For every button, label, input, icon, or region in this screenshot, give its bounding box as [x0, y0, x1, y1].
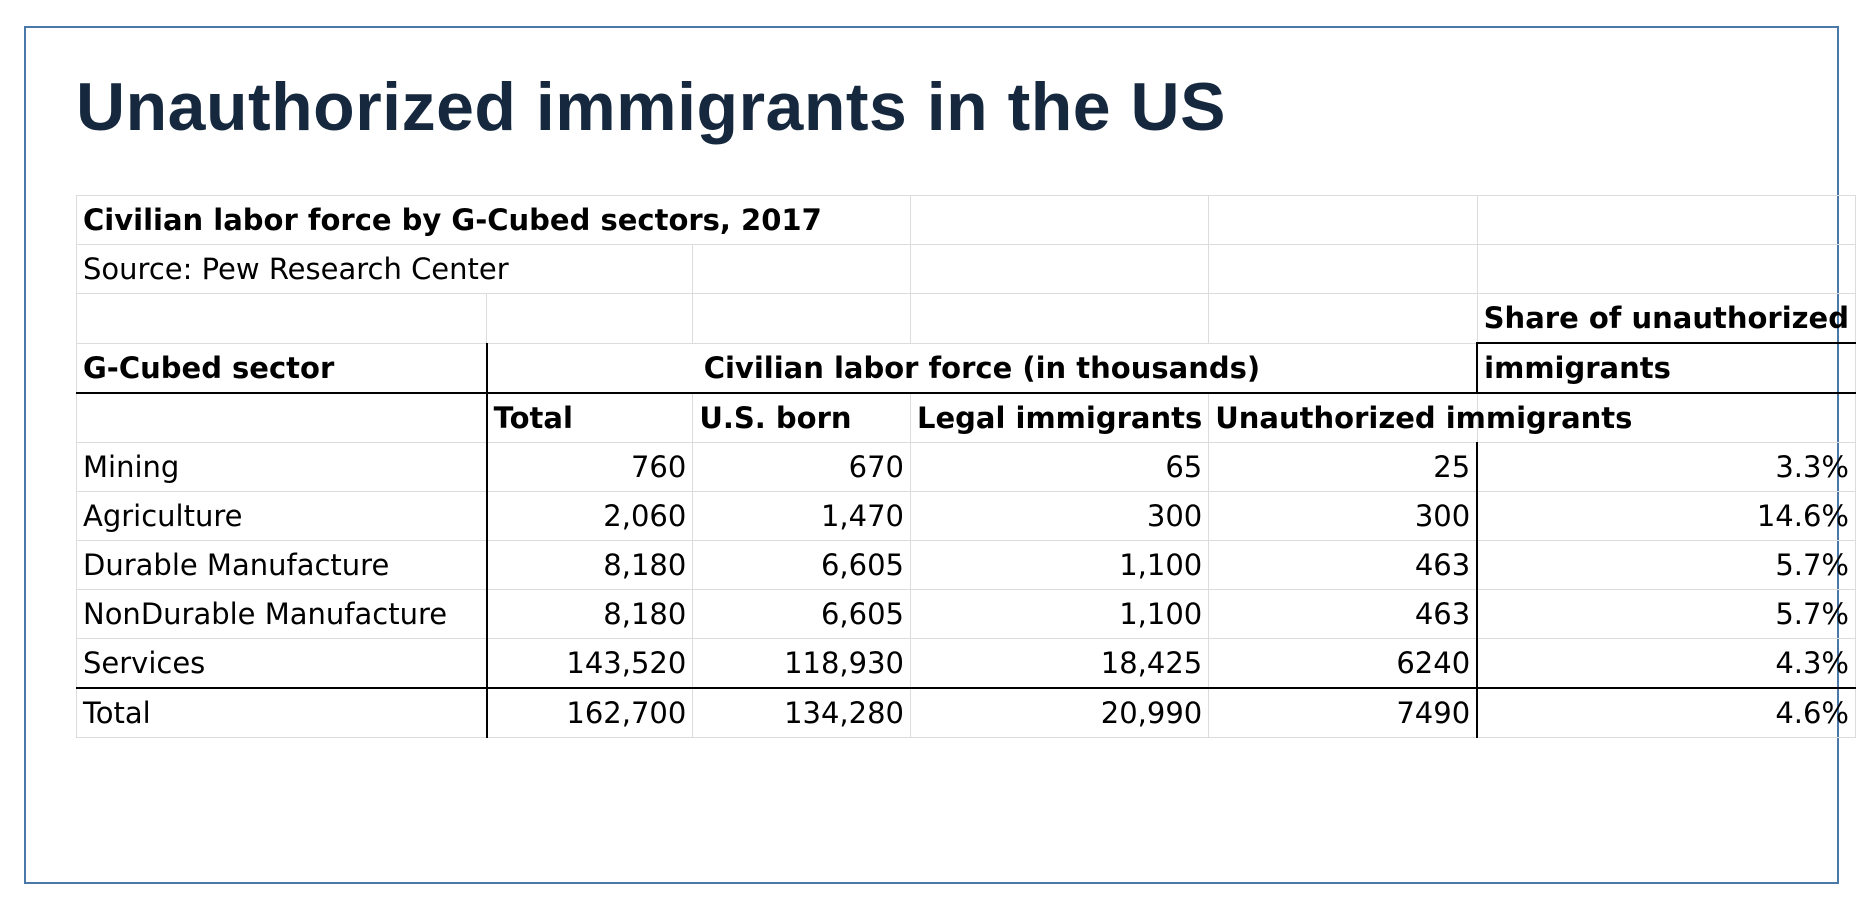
empty-cell: [75, 392, 488, 443]
col-header-us-born: U.S. born: [692, 392, 911, 443]
unauthorized-cell: 6240: [1208, 638, 1478, 689]
table-row: Services 143,520 118,930 18,425 6240 4.3…: [75, 638, 1856, 689]
empty-cell: [692, 293, 911, 344]
empty-cell: [1476, 244, 1856, 294]
sector-cell: Agriculture: [75, 491, 488, 541]
page-title: Unauthorized immigrants in the US: [76, 69, 1226, 145]
group-header: Civilian labor force (in thousands): [485, 342, 1478, 394]
legal-cell: 300: [909, 491, 1210, 541]
unauthorized-cell: 300: [1208, 491, 1478, 541]
us-born-cell: 118,930: [692, 638, 911, 689]
total-cell: 8,180: [485, 589, 694, 639]
table-row: Durable Manufacture 8,180 6,605 1,100 46…: [75, 540, 1856, 590]
legal-cell: 1,100: [909, 540, 1210, 590]
source-row: Source: Pew Research Center: [75, 244, 1856, 294]
share-cell: 14.6%: [1476, 491, 1856, 541]
unauthorized-cell: 7490: [1208, 687, 1478, 738]
empty-cell: [486, 293, 694, 344]
share-cell: 5.7%: [1476, 540, 1856, 590]
total-cell: 162,700: [485, 687, 694, 738]
table-caption: Civilian labor force by G-Cubed sectors,…: [76, 195, 911, 245]
empty-cell: [75, 293, 488, 344]
column-header-row: Total U.S. born Legal immigrants Unautho…: [75, 392, 1856, 443]
total-cell: 143,520: [485, 638, 694, 689]
table-row: Mining 760 670 65 25 3.3%: [75, 442, 1856, 492]
share-cell: 3.3%: [1476, 442, 1856, 492]
empty-cell: [1476, 195, 1856, 245]
unauthorized-cell: 463: [1208, 589, 1478, 639]
caption-row: Civilian labor force by G-Cubed sectors,…: [76, 195, 1856, 245]
legal-cell: 20,990: [909, 687, 1210, 738]
table-row: Agriculture 2,060 1,470 300 300 14.6%: [75, 491, 1856, 541]
us-born-cell: 6,605: [692, 540, 911, 590]
empty-cell: [1208, 293, 1478, 344]
empty-cell: [909, 293, 1210, 344]
legal-cell: 65: [909, 442, 1210, 492]
sector-header: G-Cubed sector: [75, 342, 488, 394]
sector-cell: Total: [75, 687, 488, 738]
col-header-total: Total: [485, 392, 694, 443]
empty-cell: [1208, 195, 1478, 245]
labor-force-table: Civilian labor force by G-Cubed sectors,…: [75, 195, 1856, 738]
total-row: Total 162,700 134,280 20,990 7490 4.6%: [75, 687, 1856, 738]
empty-cell: [909, 195, 1210, 245]
us-born-cell: 1,470: [692, 491, 911, 541]
col-header-legal: Legal immigrants: [909, 392, 1210, 443]
col-header-unauthorized: Unauthorized immigrants: [1208, 392, 1632, 443]
unauthorized-cell: 463: [1208, 540, 1478, 590]
sector-cell: NonDurable Manufacture: [75, 589, 488, 639]
share-cell: 4.3%: [1476, 638, 1856, 689]
share-header-line1: Share of unauthorized: [1476, 293, 1856, 344]
total-cell: 2,060: [485, 491, 694, 541]
table-row: NonDurable Manufacture 8,180 6,605 1,100…: [75, 589, 1856, 639]
table-source: Source: Pew Research Center: [75, 244, 694, 294]
empty-cell: [1208, 244, 1478, 294]
sector-cell: Mining: [75, 442, 488, 492]
empty-cell: [692, 244, 911, 294]
us-born-cell: 670: [692, 442, 911, 492]
total-cell: 8,180: [485, 540, 694, 590]
empty-cell: [909, 244, 1210, 294]
legal-cell: 1,100: [909, 589, 1210, 639]
sector-cell: Services: [75, 638, 488, 689]
us-born-cell: 134,280: [692, 687, 911, 738]
unauthorized-cell: 25: [1208, 442, 1478, 492]
sector-cell: Durable Manufacture: [75, 540, 488, 590]
share-cell: 5.7%: [1476, 589, 1856, 639]
header-row-2: G-Cubed sector Civilian labor force (in …: [75, 342, 1856, 394]
total-cell: 760: [485, 442, 694, 492]
share-header-line2: immigrants: [1476, 342, 1856, 394]
share-cell: 4.6%: [1476, 687, 1856, 738]
us-born-cell: 6,605: [692, 589, 911, 639]
legal-cell: 18,425: [909, 638, 1210, 689]
header-row-1: Share of unauthorized: [75, 293, 1856, 344]
